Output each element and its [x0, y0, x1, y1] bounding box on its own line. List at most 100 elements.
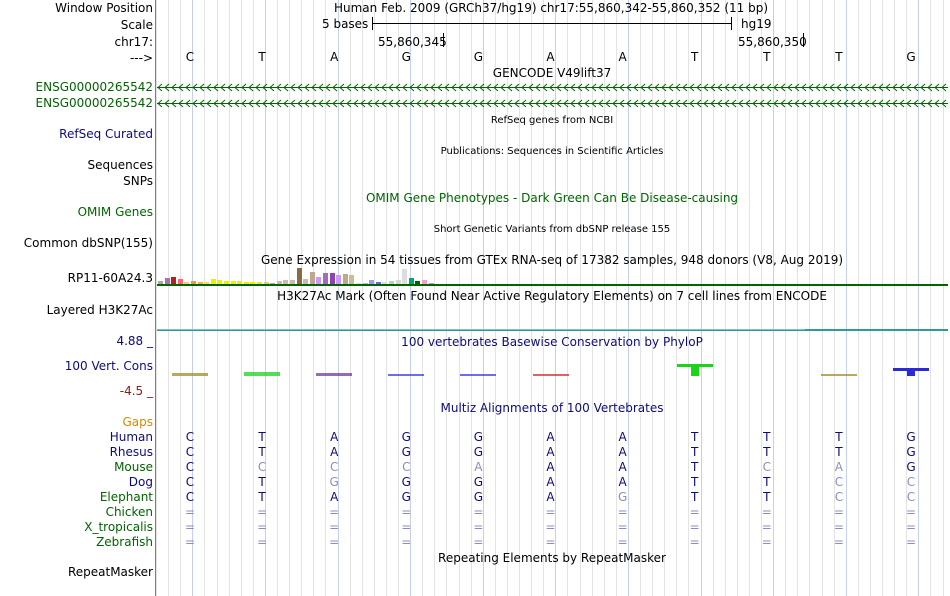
gtex-track-title[interactable]: Gene Expression in 54 tissues from GTEx …: [260, 253, 844, 267]
phylop-score-mark[interactable]: [907, 368, 915, 376]
phylop-score-mark[interactable]: [316, 373, 352, 376]
label-refseq[interactable]: RefSeq Curated: [59, 127, 153, 141]
gtex-tissue-bar[interactable]: [237, 281, 242, 284]
aligned-base: T: [835, 430, 843, 444]
gene-1-feature[interactable]: [157, 83, 948, 92]
species-label-x_tropicalis[interactable]: X_tropicalis: [84, 520, 153, 534]
aligned-base: A: [546, 445, 555, 459]
gtex-tissue-bar[interactable]: [290, 280, 295, 284]
gtex-tissue-bar[interactable]: [224, 281, 229, 284]
gtex-tissue-bar[interactable]: [257, 282, 262, 284]
grid-line: [313, 0, 314, 596]
label-gene-2[interactable]: ENSG00000265542: [35, 96, 153, 110]
aligned-base: C: [185, 490, 195, 504]
gtex-tissue-bar[interactable]: [158, 281, 163, 284]
gene-2-feature[interactable]: [157, 99, 948, 108]
aligned-base: T: [763, 445, 771, 459]
gtex-tissue-bar[interactable]: [409, 278, 414, 284]
phylop-score-mark[interactable]: [172, 373, 208, 376]
phylop-score-mark[interactable]: [244, 372, 280, 376]
gencode-track-title[interactable]: GENCODE V49lift37: [492, 66, 612, 80]
gtex-tissue-bar[interactable]: [184, 282, 189, 284]
label-dbsnp[interactable]: Common dbSNP(155): [23, 236, 153, 250]
label-strand-arrow[interactable]: --->: [129, 51, 153, 65]
h3k27ac-signal[interactable]: [157, 329, 948, 331]
h3k27ac-track-title[interactable]: H3K27Ac Mark (Often Found Near Active Re…: [277, 289, 827, 303]
gtex-tissue-bar[interactable]: [369, 280, 374, 284]
gtex-tissue-bar[interactable]: [283, 280, 288, 284]
gtex-tissue-bar[interactable]: [178, 279, 183, 284]
gtex-tissue-bar[interactable]: [310, 272, 315, 284]
gtex-tissue-bar[interactable]: [429, 283, 434, 284]
gtex-tissue-bar[interactable]: [297, 268, 302, 284]
coord-right: 55,860,350: [738, 35, 807, 49]
gtex-tissue-bar[interactable]: [363, 283, 368, 284]
grid-line: [156, 0, 157, 596]
species-label-human[interactable]: Human: [109, 430, 153, 444]
species-label-dog[interactable]: Dog: [128, 475, 153, 489]
gtex-tissue-bar[interactable]: [303, 279, 308, 284]
gtex-tissue-bar[interactable]: [264, 282, 269, 284]
label-cons[interactable]: 100 Vert. Cons: [64, 359, 153, 373]
label-gaps[interactable]: Gaps: [122, 415, 153, 429]
coord-left-tick: [443, 33, 444, 47]
species-label-zebrafish[interactable]: Zebrafish: [96, 535, 153, 549]
gtex-tissue-bar[interactable]: [191, 281, 196, 284]
gtex-tissue-bar[interactable]: [336, 275, 341, 284]
omim-track-title[interactable]: OMIM Gene Phenotypes - Dark Green Can Be…: [365, 191, 739, 205]
phylop-score-mark[interactable]: [691, 364, 699, 376]
aligned-base: =: [184, 535, 196, 549]
gtex-tissue-bar[interactable]: [165, 278, 170, 284]
label-h3k27ac[interactable]: Layered H3K27Ac: [46, 303, 153, 317]
label-repeatmasker[interactable]: RepeatMasker: [67, 565, 153, 579]
gtex-tissue-bar[interactable]: [323, 273, 328, 284]
gtex-tissue-bar[interactable]: [171, 277, 176, 284]
grid-line: [822, 0, 823, 596]
gtex-tissue-bar[interactable]: [316, 277, 321, 284]
phylop-score-mark[interactable]: [388, 374, 424, 376]
publications-track-title[interactable]: Publications: Sequences in Scientific Ar…: [440, 146, 664, 157]
gtex-tissue-bar[interactable]: [396, 280, 401, 284]
label-snps[interactable]: SNPs: [123, 174, 153, 188]
gtex-tissue-bar[interactable]: [231, 281, 236, 284]
gtex-tissue-bar[interactable]: [250, 282, 255, 284]
multiz-track-title[interactable]: Multiz Alignments of 100 Vertebrates: [440, 401, 664, 415]
gtex-tissue-bar[interactable]: [415, 281, 420, 284]
gtex-tissue-bar[interactable]: [343, 274, 348, 284]
gtex-tissue-bar[interactable]: [244, 282, 249, 284]
label-gtex[interactable]: RP11-60A24.3: [67, 271, 153, 285]
gtex-tissue-bar[interactable]: [217, 280, 222, 284]
gtex-tissue-bar[interactable]: [349, 275, 354, 284]
gtex-tissue-bar[interactable]: [356, 283, 361, 284]
species-label-elephant[interactable]: Elephant: [99, 490, 153, 504]
species-label-chicken[interactable]: Chicken: [105, 505, 153, 519]
gtex-tissue-bar[interactable]: [270, 283, 275, 284]
species-label-mouse[interactable]: Mouse: [114, 460, 153, 474]
grid-line: [761, 0, 762, 596]
gtex-tissue-bar[interactable]: [204, 282, 209, 284]
phylop-score-mark[interactable]: [821, 374, 857, 376]
aligned-base: A: [546, 430, 555, 444]
gtex-tissue-bar[interactable]: [402, 269, 407, 284]
gtex-tissue-bar[interactable]: [330, 273, 335, 284]
label-omim[interactable]: OMIM Genes: [77, 205, 153, 219]
aligned-base: =: [401, 535, 412, 549]
gtex-tissue-bar[interactable]: [422, 280, 427, 284]
gtex-tissue-bar[interactable]: [382, 282, 387, 284]
phylop-track-title[interactable]: 100 vertebrates Basewise Conservation by…: [401, 335, 703, 349]
species-label-rhesus[interactable]: Rhesus: [109, 445, 153, 459]
phylop-score-mark[interactable]: [533, 374, 569, 376]
gtex-tissue-bar[interactable]: [198, 282, 203, 284]
gtex-tissue-bar[interactable]: [389, 281, 394, 284]
refseq-track-title[interactable]: RefSeq genes from NCBI: [490, 115, 614, 126]
phylop-score-mark[interactable]: [460, 374, 496, 376]
label-sequences[interactable]: Sequences: [87, 158, 153, 172]
grid-line: [809, 0, 810, 596]
dbsnp-track-title[interactable]: Short Genetic Variants from dbSNP releas…: [433, 224, 671, 235]
label-gene-1[interactable]: ENSG00000265542: [35, 80, 153, 94]
repeatmasker-track-title[interactable]: Repeating Elements by RepeatMasker: [438, 551, 666, 565]
gtex-tissue-bar[interactable]: [277, 281, 282, 284]
gtex-tissue-bar[interactable]: [376, 282, 381, 284]
gtex-tissue-bar[interactable]: [211, 279, 216, 284]
